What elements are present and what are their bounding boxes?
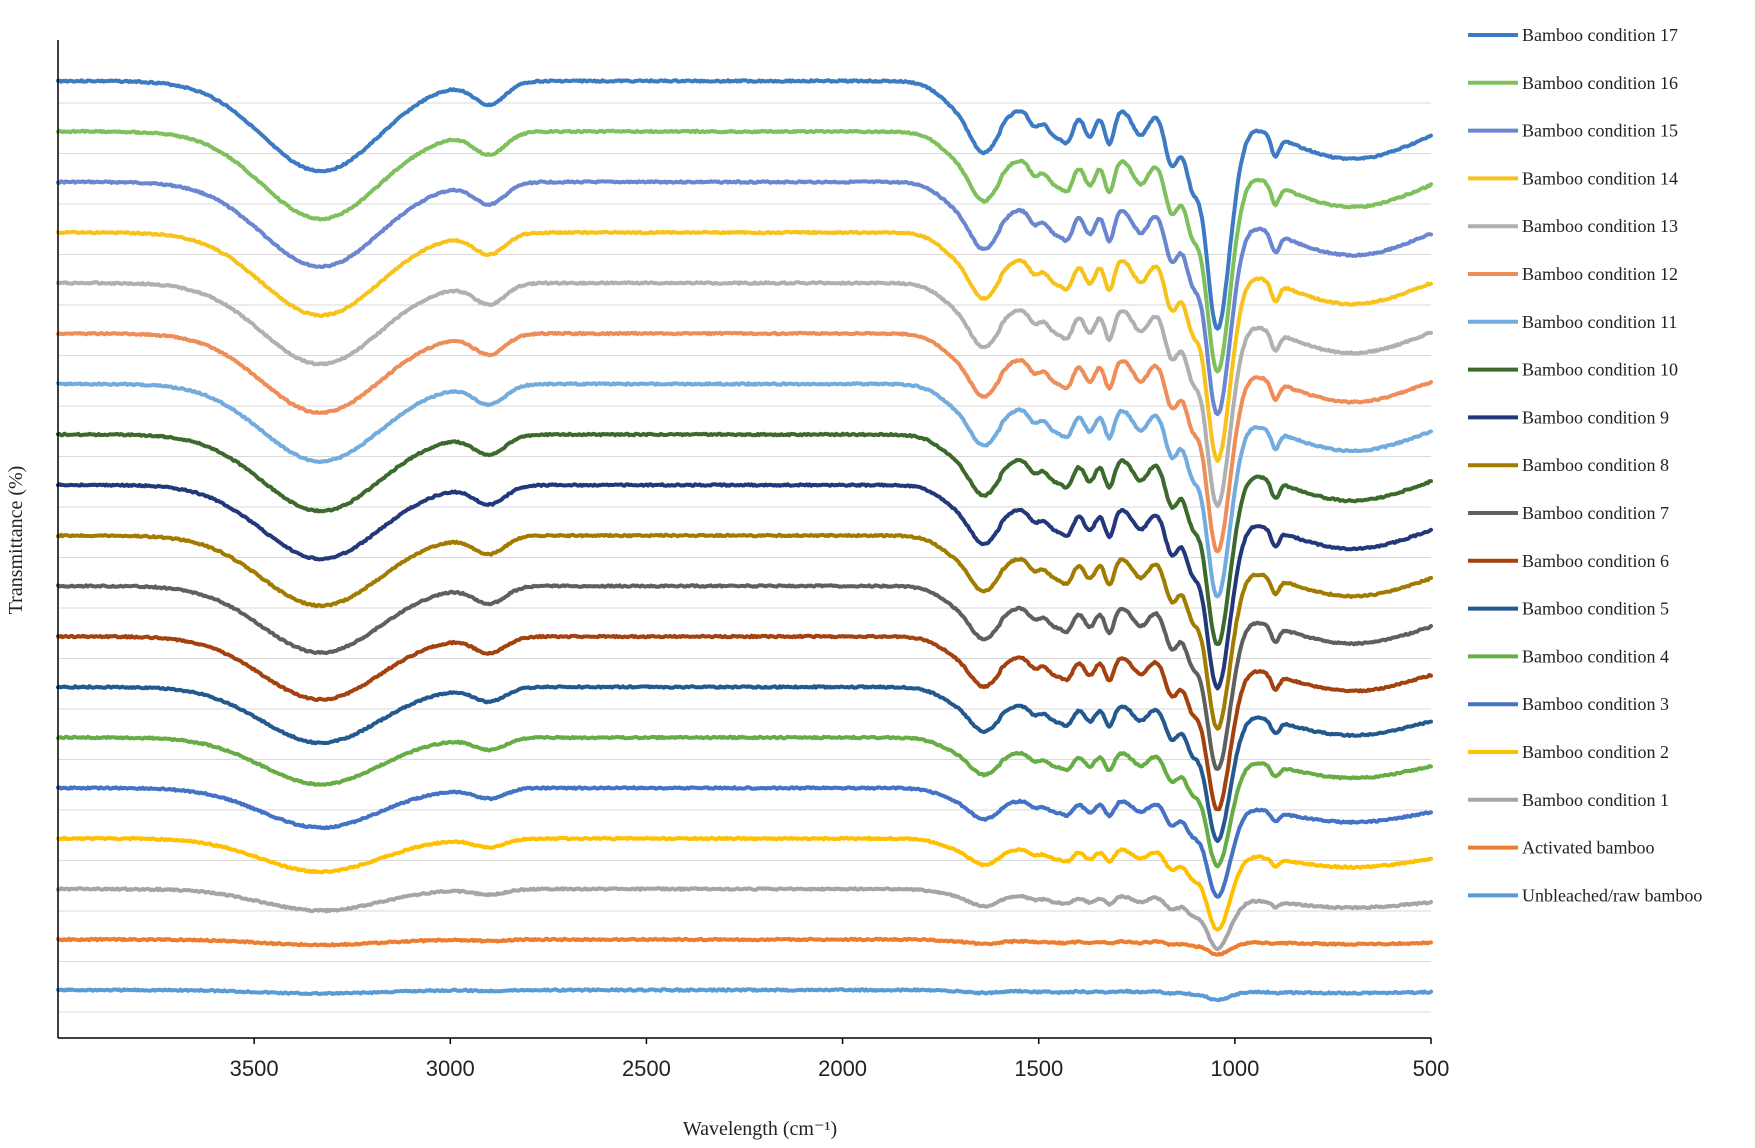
legend-label: Bamboo condition 3 [1522,694,1669,714]
series-line [56,532,1433,731]
x-tick-label: 2500 [622,1056,671,1081]
legend-label: Bamboo condition 6 [1522,551,1669,571]
series-line [56,886,1433,952]
legend-label: Bamboo condition 14 [1522,168,1678,188]
x-tick-label: 3000 [426,1056,475,1081]
legend-label: Bamboo condition 16 [1522,73,1678,93]
legend: Bamboo condition 17 Bamboo condition 16 Ba… [1468,25,1702,905]
series-line [56,835,1433,932]
legend-label: Bamboo condition 1 [1522,790,1669,810]
series-layer [56,78,1433,1003]
legend-label: Bamboo condition 11 [1522,312,1677,332]
series-line [56,78,1433,331]
series-line [56,179,1433,417]
legend-label: Bamboo condition 9 [1522,407,1669,427]
legend-label: Bamboo condition 13 [1522,216,1678,236]
x-tick-label: 3500 [230,1056,279,1081]
legend-label: Bamboo condition 2 [1522,742,1669,762]
x-tick-label: 1000 [1210,1056,1259,1081]
x-tick-label: 500 [1413,1056,1450,1081]
series-line [56,128,1433,374]
x-axis-ticks: 3500 3000 2500 2000 1500 1000 500 [230,1038,1450,1081]
series-line [56,482,1433,691]
legend-label: Bamboo condition 4 [1522,646,1669,666]
series-line [56,936,1433,957]
series-line [56,280,1433,509]
x-tick-label: 1500 [1014,1056,1063,1081]
series-line [56,785,1433,899]
series-line [56,684,1433,844]
x-tick-label: 2000 [818,1056,867,1081]
legend-label: Bamboo condition 7 [1522,503,1669,523]
series-line [56,583,1433,771]
x-axis-title: Wavelength (cm⁻¹) [683,1118,837,1140]
y-axis-title: Transmittance (%) [5,466,27,615]
series-line [56,987,1433,1003]
legend-label: Bamboo condition 8 [1522,455,1669,475]
legend-label: Bamboo condition 12 [1522,264,1678,284]
series-line [56,734,1433,869]
series-line [56,431,1433,647]
legend-label: Unbleached/raw bamboo [1522,885,1702,905]
series-line [56,229,1433,463]
legend-label: Activated bamboo [1522,838,1654,858]
series-line [56,633,1433,812]
legend-label: Bamboo condition 17 [1522,25,1678,45]
legend-label: Bamboo condition 10 [1522,360,1678,380]
series-line [56,330,1433,554]
legend-label: Bamboo condition 5 [1522,599,1669,619]
series-line [56,381,1433,599]
legend-label: Bamboo condition 15 [1522,121,1678,141]
